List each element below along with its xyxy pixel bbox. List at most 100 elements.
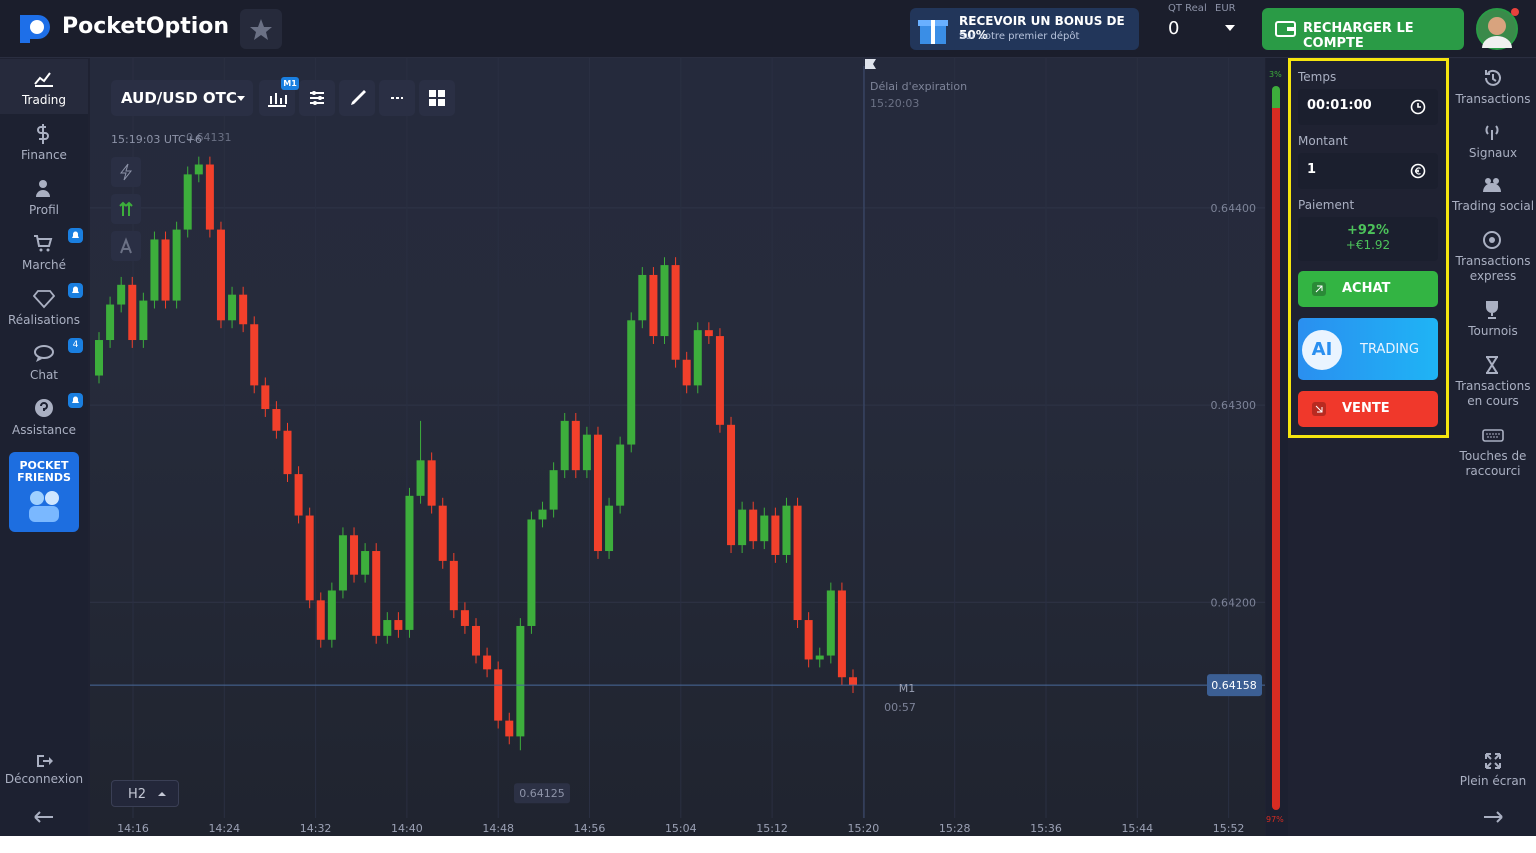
menu-item[interactable]: Chat [0, 343, 88, 382]
candle-body [682, 359, 691, 386]
candle-body [538, 509, 547, 520]
buy-label: ACHAT [1342, 281, 1391, 296]
side-menu-item[interactable]: Transactions express [1450, 230, 1536, 284]
candle-body [316, 600, 325, 640]
candle-body [527, 519, 536, 626]
timeframe-selector[interactable]: H2 [111, 780, 179, 807]
menu-item[interactable]: Assistance [0, 398, 88, 437]
candle-body [782, 505, 791, 555]
indicators-button[interactable] [299, 80, 335, 116]
sell-button[interactable]: VENTE [1298, 391, 1438, 427]
sentiment-down [1272, 107, 1280, 810]
amount-label: Montant [1298, 134, 1348, 148]
candle-body [327, 590, 336, 640]
candle-body [161, 239, 170, 301]
menu-label: Marché [22, 258, 66, 272]
payout-label: Paiement [1298, 198, 1354, 212]
x-tick-label: 14:40 [391, 822, 423, 835]
ai-badge: AI [1302, 330, 1342, 370]
candle-body [760, 515, 769, 542]
buy-button[interactable]: ACHAT [1298, 271, 1438, 307]
x-tick-label: 14:16 [117, 822, 149, 835]
notification-dot [1511, 8, 1519, 16]
favorite-button[interactable] [240, 9, 282, 49]
candle-body [172, 229, 181, 301]
candle-body [261, 385, 270, 410]
candle-body [283, 430, 292, 475]
candle-body [582, 434, 591, 471]
candle-body [638, 274, 647, 321]
text-tool[interactable] [111, 231, 141, 261]
lines-button[interactable] [379, 80, 415, 116]
menu-label: Profil [29, 203, 59, 217]
balance-dropdown[interactable] [1224, 24, 1236, 32]
menu-label: Assistance [12, 423, 76, 437]
menu-item[interactable]: Trading [0, 68, 88, 107]
payout-box: +92% +€1.92 [1298, 217, 1438, 261]
candle-body [405, 495, 414, 630]
asset-name: AUD/USD OTC [121, 89, 237, 107]
side-menu-item[interactable]: Trading social [1450, 175, 1536, 214]
menu-item[interactable]: Profil [0, 178, 88, 217]
avatar[interactable] [1476, 8, 1518, 50]
x-tick-label: 15:12 [756, 822, 788, 835]
asset-selector[interactable]: AUD/USD OTC [111, 80, 253, 116]
trend-tool[interactable] [111, 194, 141, 224]
bonus-title: RECEVOIR UN BONUS DE 50% [959, 14, 1125, 42]
timeframe-label: H2 [128, 787, 147, 802]
menu-item[interactable]: Marché [0, 233, 88, 272]
x-tick-label: 15:20 [848, 822, 880, 835]
side-menu-label: en cours [1467, 394, 1519, 408]
x-tick-label: 15:04 [665, 822, 697, 835]
quick-tool[interactable] [111, 157, 141, 187]
expiration-label: Délai d'expiration [870, 80, 967, 93]
logout-label: Déconnexion [4, 772, 84, 786]
candle-body [139, 300, 148, 341]
timer-label: M1 [899, 682, 916, 695]
menu-item[interactable]: Réalisations [0, 288, 88, 327]
x-tick-label: 14:32 [300, 822, 332, 835]
recharge-button[interactable]: RECHARGER LE COMPTE [1262, 8, 1464, 51]
time-field[interactable]: 00:01:00 [1298, 89, 1438, 125]
logout[interactable]: Déconnexion [0, 753, 88, 786]
candle-body [649, 274, 658, 337]
drawing-button[interactable] [339, 80, 375, 116]
candle-body [671, 265, 680, 360]
fullscreen[interactable]: Plein écran [1450, 752, 1536, 789]
time-label: Temps [1298, 70, 1336, 84]
candle-body [350, 535, 359, 575]
side-menu-item[interactable]: Transactions [1450, 68, 1536, 107]
candle-body [494, 669, 503, 721]
candle-body [117, 284, 126, 305]
candle-body [383, 620, 392, 636]
side-menu-label: Signaux [1468, 146, 1518, 160]
pocket-friends-promo[interactable]: POCKET FRIENDS [9, 452, 79, 532]
ai-trading-button[interactable]: AI TRADING [1298, 318, 1438, 380]
layout-button[interactable] [419, 80, 455, 116]
side-menu-item[interactable]: Transactions en cours [1450, 355, 1536, 409]
menu-badge: 4 [68, 338, 83, 353]
promo-line: POCKET [19, 459, 69, 472]
candle-body [815, 655, 824, 660]
expand-arrow[interactable] [1483, 810, 1503, 824]
amount-field[interactable]: 1 [1298, 153, 1438, 189]
menu-label: Réalisations [7, 313, 81, 327]
bonus-banner[interactable]: RECEVOIR UN BONUS DE 50% Sur votre premi… [910, 8, 1139, 50]
expiration-flag [865, 59, 876, 69]
candle-body [460, 610, 469, 626]
candle-body [228, 294, 237, 321]
side-menu-item[interactable]: Tournois [1450, 300, 1536, 339]
x-tick-label: 14:48 [482, 822, 514, 835]
candle-body [727, 424, 736, 546]
balance[interactable]: 0 [1168, 18, 1180, 39]
side-menu-item[interactable]: Signaux [1450, 122, 1536, 161]
collapse-arrow[interactable] [34, 810, 54, 824]
side-menu-item[interactable]: Touches de raccourci [1450, 425, 1536, 479]
payout-label-text: Paiement [1298, 198, 1355, 212]
current-price-box [1207, 674, 1262, 697]
candle-body [394, 620, 403, 630]
sentiment-up-label: 3% [1269, 70, 1282, 79]
menu-item[interactable]: Finance [0, 123, 88, 162]
menu-badge [68, 283, 83, 298]
